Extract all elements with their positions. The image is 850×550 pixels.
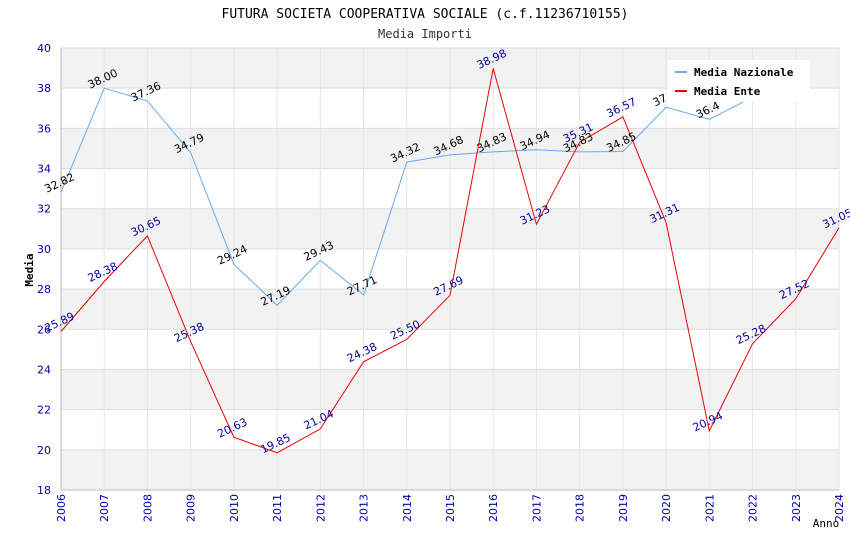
chart-title: FUTURA SOCIETA COOPERATIVA SOCIALE (c.f.… xyxy=(222,7,629,22)
y-tick-label: 22 xyxy=(37,404,51,417)
legend-entry: Media Nazionale xyxy=(694,66,794,79)
y-tick-label: 18 xyxy=(37,484,51,497)
series-line-0 xyxy=(60,87,753,307)
y-tick-label: 26 xyxy=(37,323,51,336)
x-tick-label: 2021 xyxy=(703,494,716,522)
x-tick-label: 2023 xyxy=(790,494,803,522)
axes xyxy=(60,48,839,491)
legend-background xyxy=(668,60,810,102)
x-tick-label: 2012 xyxy=(314,494,327,522)
data-label: 25.89 xyxy=(42,310,76,335)
data-label: 36.57 xyxy=(604,95,638,120)
data-label: 20.63 xyxy=(215,415,249,440)
x-tick-label: 2019 xyxy=(617,494,630,522)
x-tick-label: 2010 xyxy=(228,494,241,522)
y-tick-label: 20 xyxy=(37,444,51,457)
x-axis-ticks: 2006 2007 2008 2009 2010 2011 2012 2013 2014 2015… xyxy=(55,494,846,522)
y-tick-label: 36 xyxy=(37,122,51,135)
legend: Media Nazionale Media Ente xyxy=(668,60,810,102)
y-axis-label: Media xyxy=(23,253,36,286)
chart-subtitle: Media Importi xyxy=(378,27,472,41)
x-tick-label: 2006 xyxy=(55,494,68,522)
series-lines xyxy=(60,68,840,454)
y-tick-label: 40 xyxy=(37,42,51,55)
data-label: 20.94 xyxy=(691,409,725,434)
legend-entry: Media Ente xyxy=(694,85,761,98)
x-tick-label: 2014 xyxy=(401,494,414,522)
data-label: 24.38 xyxy=(345,340,379,365)
y-tick-label: 28 xyxy=(37,283,51,296)
x-tick-label: 2024 xyxy=(833,494,846,522)
x-tick-label: 2022 xyxy=(747,494,760,522)
x-tick-label: 2017 xyxy=(530,494,543,522)
y-axis-ticks: 18 20 22 24 26 28 30 32 34 36 38 40 xyxy=(37,42,51,497)
x-tick-label: 2015 xyxy=(444,494,457,522)
y-tick-label: 34 xyxy=(37,163,51,176)
x-axis-label: Anno xyxy=(813,517,840,530)
x-tick-label: 2013 xyxy=(358,494,371,522)
y-tick-label: 38 xyxy=(37,82,51,95)
x-tick-label: 2011 xyxy=(271,494,284,522)
series-line-1 xyxy=(60,68,840,454)
x-tick-label: 2018 xyxy=(574,494,587,522)
x-tick-label: 2020 xyxy=(660,494,673,522)
x-tick-label: 2016 xyxy=(487,494,500,522)
data-label: 21.04 xyxy=(302,407,336,432)
x-tick-label: 2007 xyxy=(98,494,111,522)
data-label: 28.38 xyxy=(86,260,120,285)
x-tick-label: 2009 xyxy=(185,494,198,522)
grid-lines xyxy=(60,47,840,491)
y-tick-label: 24 xyxy=(37,363,51,376)
data-label: 36.4 xyxy=(694,99,722,121)
y-tick-label: 30 xyxy=(37,243,51,256)
y-tick-label: 32 xyxy=(37,203,51,216)
x-tick-label: 2008 xyxy=(141,494,154,522)
